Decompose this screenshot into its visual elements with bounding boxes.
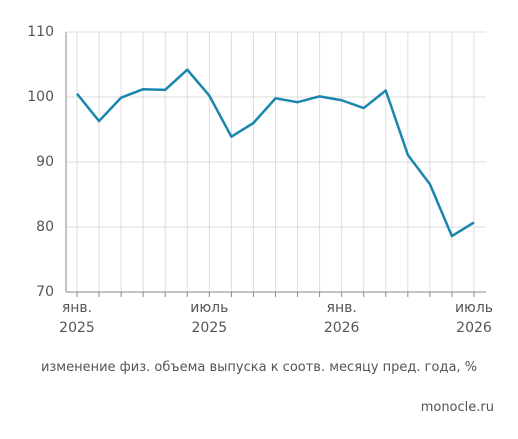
x-tick-label: янв. 2025 [59, 300, 95, 336]
y-tick-label: 100 [27, 89, 54, 105]
y-tick-label: 70 [36, 284, 54, 300]
x-tick-label: июль 2025 [190, 300, 229, 336]
line-series [76, 68, 475, 238]
y-tick-label: 90 [36, 154, 54, 170]
y-tick-label: 110 [27, 24, 54, 40]
y-tick-label: 80 [36, 219, 54, 235]
caption: изменение физ. объема выпуска к соотв. м… [40, 360, 478, 375]
source: monocle.ru [420, 400, 494, 415]
x-tick-label: янв. 2026 [323, 300, 360, 336]
x-tick-label: июль 2026 [454, 300, 494, 336]
